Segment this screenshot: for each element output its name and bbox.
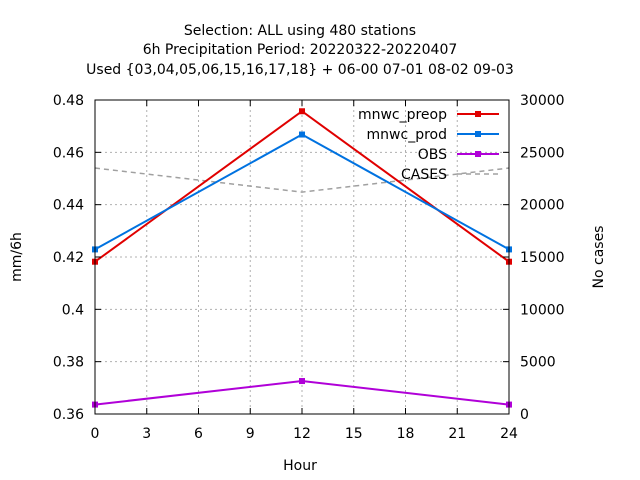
x-tick-label: 12 <box>293 426 311 442</box>
y2-tick-label: 15000 <box>520 250 565 266</box>
legend-marker <box>475 131 481 137</box>
y2-tick-label: 10000 <box>520 302 565 318</box>
x-tick-label: 3 <box>142 426 151 442</box>
y2-tick-label: 0 <box>520 407 529 423</box>
y2-axis-label: No cases <box>591 226 607 289</box>
x-tick-label: 24 <box>500 426 518 442</box>
legend-label-cases: CASES <box>401 167 447 183</box>
chart-title-line-1: Selection: ALL using 480 stations <box>184 23 416 39</box>
y2-tick-label: 20000 <box>520 198 565 214</box>
legend-marker <box>475 111 481 117</box>
legend-label-obs: OBS <box>418 147 447 163</box>
y-tick-label: 0.42 <box>53 250 84 266</box>
y-tick-label: 0.36 <box>53 407 84 423</box>
grid-lines <box>95 100 509 414</box>
y-tick-label: 0.4 <box>62 302 84 318</box>
legend: mnwc_preop mnwc_prod OBS CASES <box>358 107 499 183</box>
y2-tick-label: 25000 <box>520 145 565 161</box>
y-tick-label: 0.38 <box>53 355 84 371</box>
series-layer <box>92 108 512 408</box>
y-tick-label: 0.46 <box>53 145 84 161</box>
x-tick-label: 0 <box>91 426 100 442</box>
x-tick-label: 18 <box>397 426 415 442</box>
chart-title-line-3: Used {03,04,05,06,15,16,17,18} + 06-00 0… <box>86 62 514 78</box>
legend-label-mnwc-prod: mnwc_prod <box>367 127 447 143</box>
x-tick-label: 9 <box>246 426 255 442</box>
y2-tick-label: 5000 <box>520 355 556 371</box>
legend-marker <box>475 151 481 157</box>
data-point-mnwc-prod <box>299 131 305 138</box>
x-tick-label: 6 <box>194 426 203 442</box>
x-tick-label: 15 <box>345 426 363 442</box>
y-axis-label: mm/6h <box>9 232 25 282</box>
data-point-mnwc-preop <box>299 108 305 115</box>
x-axis-label: Hour <box>283 458 317 474</box>
y-tick-label: 0.44 <box>53 198 84 214</box>
x-tick-label: 21 <box>448 426 466 442</box>
chart-title-line-2: 6h Precipitation Period: 20220322-202204… <box>143 42 458 58</box>
y-tick-label: 0.48 <box>53 93 84 109</box>
data-point-obs <box>299 378 305 385</box>
legend-label-mnwc-preop: mnwc_preop <box>358 107 447 123</box>
axis-ticks: 0 3 6 9 12 15 18 21 24 0.36 0.38 0.4 0.42 0.44 0.46 0.4… <box>53 93 565 442</box>
y2-tick-label: 30000 <box>520 93 565 109</box>
series-line-cases <box>94 167 510 193</box>
